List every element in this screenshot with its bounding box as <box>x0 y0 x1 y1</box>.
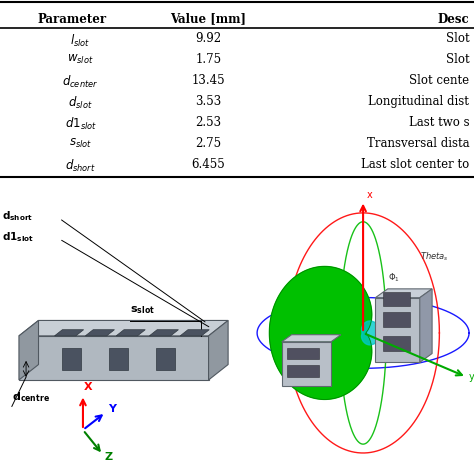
Text: $\mathbf{d_{centre}}$: $\mathbf{d_{centre}}$ <box>12 391 50 404</box>
Polygon shape <box>85 330 115 336</box>
Text: $\mathbf{d1_{slot}}$: $\mathbf{d1_{slot}}$ <box>2 230 34 244</box>
Polygon shape <box>383 336 410 351</box>
Text: $d1_{\it slot}$: $d1_{\it slot}$ <box>64 116 97 132</box>
Polygon shape <box>62 347 81 370</box>
Text: Slot: Slot <box>446 32 469 46</box>
Polygon shape <box>352 325 365 341</box>
Text: 1.75: 1.75 <box>195 53 222 66</box>
Polygon shape <box>19 320 228 336</box>
Text: Parameter: Parameter <box>38 13 107 26</box>
Polygon shape <box>383 292 410 307</box>
Polygon shape <box>331 310 366 356</box>
Polygon shape <box>287 347 319 359</box>
Text: $\mathbf{d_{short}}$: $\mathbf{d_{short}}$ <box>2 210 33 223</box>
Polygon shape <box>109 347 128 370</box>
Text: 2.53: 2.53 <box>195 116 222 129</box>
Text: X: X <box>84 382 93 392</box>
Text: 2.75: 2.75 <box>195 137 222 150</box>
Polygon shape <box>156 347 175 370</box>
Text: $\Phi_1$: $\Phi_1$ <box>388 271 400 283</box>
Polygon shape <box>320 302 367 364</box>
Polygon shape <box>149 330 179 336</box>
Polygon shape <box>55 330 83 336</box>
Text: Value [mm]: Value [mm] <box>171 13 246 26</box>
Polygon shape <box>282 335 341 342</box>
Polygon shape <box>298 286 369 380</box>
Text: $d_{\it center}$: $d_{\it center}$ <box>63 74 99 91</box>
Polygon shape <box>180 330 210 336</box>
Text: Desc: Desc <box>438 13 469 26</box>
Text: $d_{\it slot}$: $d_{\it slot}$ <box>68 95 93 111</box>
Text: 6.455: 6.455 <box>191 158 226 171</box>
Polygon shape <box>375 289 432 298</box>
Text: $Theta_s$: $Theta_s$ <box>420 250 449 263</box>
Polygon shape <box>343 319 365 347</box>
Polygon shape <box>420 289 432 362</box>
Polygon shape <box>383 312 410 327</box>
Polygon shape <box>375 298 420 362</box>
Text: $s_{\it slot}$: $s_{\it slot}$ <box>69 137 92 150</box>
Text: $l_{\it slot}$: $l_{\it slot}$ <box>71 32 91 48</box>
Text: Last two s: Last two s <box>409 116 469 129</box>
Polygon shape <box>282 342 331 386</box>
Text: $\mathbf{s_{slot}}$: $\mathbf{s_{slot}}$ <box>130 304 155 316</box>
Polygon shape <box>287 365 319 377</box>
Text: Slot cente: Slot cente <box>409 74 469 87</box>
Polygon shape <box>116 330 145 336</box>
Polygon shape <box>209 320 228 380</box>
Text: y: y <box>469 372 474 382</box>
Polygon shape <box>269 266 372 400</box>
Text: 13.45: 13.45 <box>192 74 225 87</box>
Text: $w_{\it slot}$: $w_{\it slot}$ <box>67 53 94 66</box>
Text: Z: Z <box>104 453 112 463</box>
Text: 3.53: 3.53 <box>195 95 222 108</box>
Text: Transversal dista: Transversal dista <box>366 137 469 150</box>
Polygon shape <box>19 320 38 380</box>
Polygon shape <box>362 321 380 345</box>
Polygon shape <box>19 336 209 380</box>
Text: Y: Y <box>108 404 116 414</box>
Text: $d_{\it short}$: $d_{\it short}$ <box>65 158 96 174</box>
Text: Longitudinal dist: Longitudinal dist <box>368 95 469 108</box>
Text: 9.92: 9.92 <box>195 32 222 46</box>
Polygon shape <box>283 276 371 390</box>
Text: x: x <box>367 190 373 200</box>
Text: Slot: Slot <box>446 53 469 66</box>
Text: Last slot center to: Last slot center to <box>361 158 469 171</box>
Polygon shape <box>309 294 368 372</box>
